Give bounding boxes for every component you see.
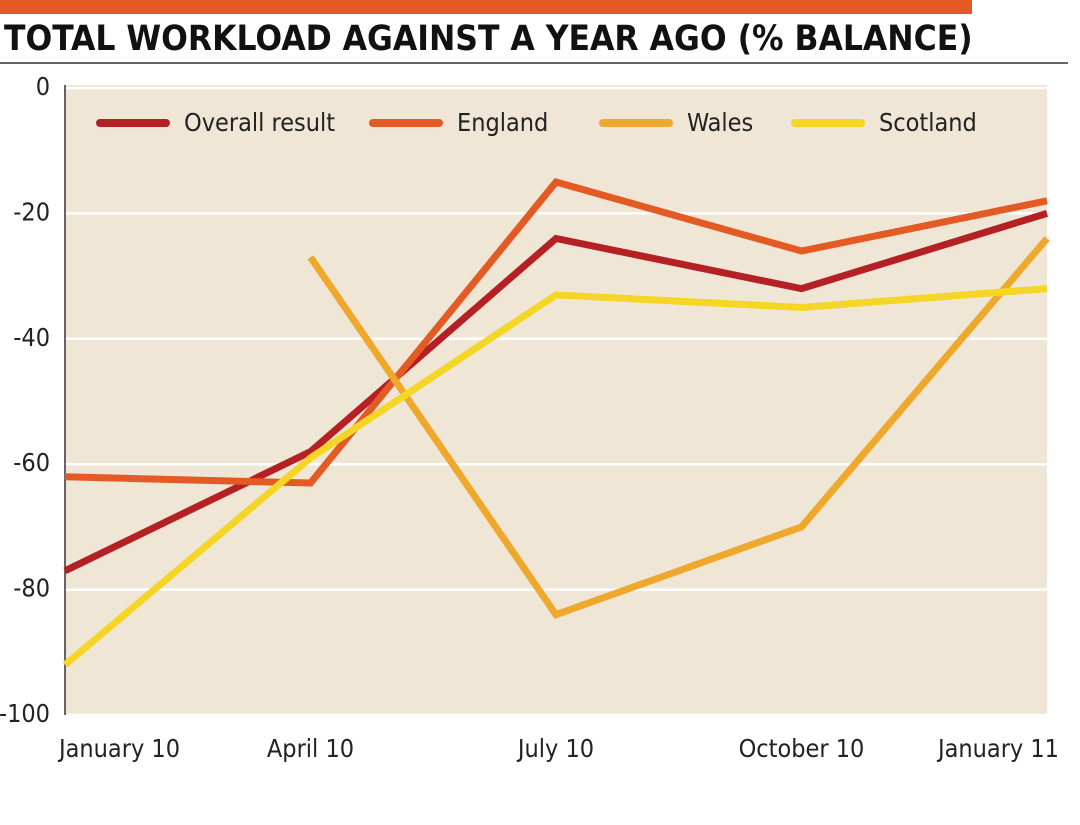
- series-line: [307, 236, 1050, 619]
- y-tick-label: 0: [36, 72, 50, 101]
- y-tick-label: -100: [0, 699, 50, 728]
- series-line: [64, 178, 1048, 487]
- y-tick-label: -80: [13, 574, 50, 603]
- series-line: [63, 210, 1049, 574]
- legend-label: England: [457, 108, 548, 137]
- x-tick-label: January 10: [57, 734, 180, 763]
- chart-title: TOTAL WORKLOAD AGAINST A YEAR AGO (% BAL…: [4, 19, 973, 59]
- series-line: [62, 285, 1048, 668]
- x-tick-label: July 10: [516, 734, 594, 763]
- legend-label: Overall result: [184, 108, 335, 137]
- y-tick-label: -40: [13, 323, 50, 352]
- x-tick-label: January 11: [936, 734, 1059, 763]
- y-tick-label: -60: [13, 448, 50, 477]
- legend-label: Scotland: [879, 108, 977, 137]
- legend-label: Wales: [687, 108, 753, 137]
- x-tick-label: April 10: [267, 734, 354, 763]
- x-tick-label: October 10: [739, 734, 865, 763]
- y-tick-label: -20: [13, 197, 50, 226]
- top-bar: [0, 0, 972, 14]
